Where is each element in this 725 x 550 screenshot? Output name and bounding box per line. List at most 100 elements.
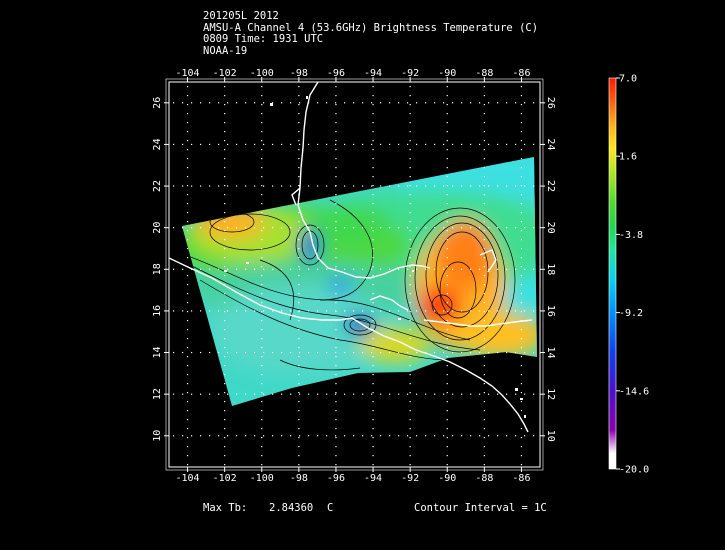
grid-dot (409, 446, 411, 448)
grid-dot (224, 284, 226, 286)
grid-dot (344, 185, 346, 187)
grid-dot (186, 212, 189, 214)
grid-dot (263, 185, 265, 187)
channel-title: AMSU-A Channel 4 (53.6GHz) Brightness Te… (203, 21, 539, 34)
grid-dot (209, 310, 211, 312)
grid-dot (326, 102, 328, 104)
grid-dot (515, 268, 517, 270)
grid-dot (497, 310, 499, 312)
grid-dot (398, 268, 400, 270)
grid-dot (443, 227, 445, 229)
lon-label-bottom: -86 (512, 473, 530, 484)
grid-dot (446, 383, 448, 385)
grid-dot (200, 393, 202, 395)
grid-dot (446, 221, 448, 223)
grid-dot (308, 393, 310, 395)
grid-dot (173, 185, 175, 187)
lon-label-bottom: -102 (213, 473, 237, 484)
grid-dot (407, 310, 409, 312)
grid-dot (281, 185, 283, 187)
grid-dot (483, 338, 485, 340)
grid-dot (380, 435, 382, 437)
grid-dot (281, 310, 283, 312)
grid-dot (254, 351, 256, 354)
grid-dot (290, 310, 292, 312)
grid-dot (335, 338, 337, 340)
grid-dot (298, 329, 300, 331)
grid-dot (372, 158, 374, 160)
grid-dot (261, 302, 263, 304)
grid-dot (335, 302, 337, 304)
grid-dot (409, 257, 411, 259)
grid-dot (372, 293, 374, 295)
grid-dot (224, 158, 226, 160)
grid-dot (261, 194, 263, 196)
grid-dot (298, 158, 300, 160)
grid-dot (372, 464, 374, 466)
grid-dot (520, 248, 523, 250)
grid-dot (186, 257, 189, 259)
grid-dot (272, 143, 274, 146)
grid-dot (261, 365, 263, 367)
grid-dot (191, 268, 193, 270)
grid-dot (261, 149, 263, 151)
grid-dot (224, 464, 226, 466)
grid-dot (335, 248, 337, 250)
grid-dot (446, 239, 448, 241)
grid-dot (372, 149, 374, 151)
grid-dot (362, 185, 364, 187)
grid-dot (409, 122, 411, 124)
grid-dot (218, 351, 220, 354)
grid-dot (520, 293, 523, 295)
grid-dot (272, 102, 274, 104)
grid-dot (488, 102, 490, 104)
grid-dot (470, 310, 472, 312)
grid-dot (224, 320, 226, 322)
grid-dot (298, 446, 300, 448)
lon-label-top: -88 (475, 68, 493, 79)
grid-dot (533, 268, 535, 270)
brightness-swath (182, 157, 537, 406)
grid-dot (446, 347, 448, 349)
grid-dot (461, 393, 463, 395)
grid-dot (317, 435, 319, 437)
grid-dot (173, 268, 175, 270)
grid-dot (372, 320, 374, 322)
grid-dot (520, 194, 523, 196)
grid-dot (416, 268, 418, 270)
grid-dot (353, 310, 355, 312)
grid-dot (335, 102, 337, 104)
grid-dot (186, 374, 189, 376)
grid-dot (452, 268, 454, 270)
grid-dot (520, 158, 523, 160)
grid-dot (409, 203, 411, 205)
grid-dot (335, 266, 337, 268)
grid-dot (254, 435, 256, 437)
grid-dot (409, 365, 411, 367)
grid-dot (224, 140, 226, 142)
grid-dot (186, 302, 189, 304)
grid-dot (261, 329, 263, 331)
grid-dot (497, 393, 499, 395)
grid-dot (515, 310, 517, 312)
grid-dot (335, 311, 337, 313)
lat-label-right: 10 (545, 430, 556, 442)
grid-dot (483, 347, 485, 349)
grid-dot (186, 86, 189, 88)
grid-dot (520, 329, 523, 331)
lat-label-right: 26 (545, 97, 556, 109)
grid-dot (182, 102, 184, 104)
grid-dot (372, 95, 374, 97)
grid-dot (362, 393, 364, 395)
grid-dot (479, 185, 481, 187)
grid-dot (497, 102, 499, 104)
grid-dot (362, 351, 364, 354)
grid-dot (326, 310, 328, 312)
grid-dot (409, 140, 411, 142)
grid-dot (409, 158, 411, 160)
grid-dot (434, 143, 436, 146)
grid-dot (380, 268, 382, 270)
grid-dot (372, 131, 374, 133)
grid-dot (443, 435, 445, 437)
grid-dot (209, 143, 211, 146)
